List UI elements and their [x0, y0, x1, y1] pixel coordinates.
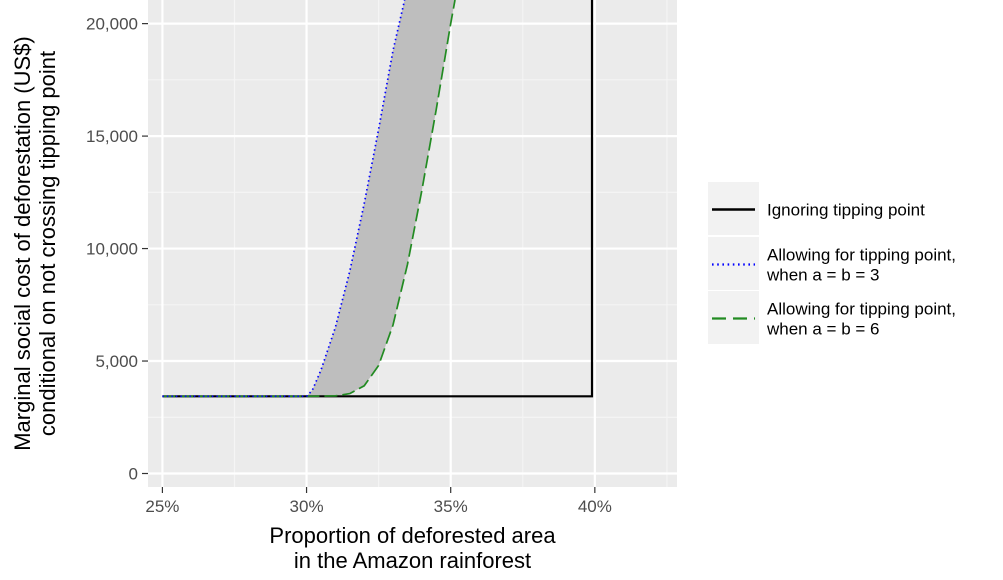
- x-tick-label: 30%: [290, 497, 324, 516]
- x-axis-title-line: Proportion of deforested area: [269, 523, 556, 548]
- y-tick-label: 10,000: [86, 240, 138, 259]
- y-tick-label: 20,000: [86, 15, 138, 34]
- legend-label: Allowing for tipping point, when a = b = …: [766, 246, 956, 285]
- x-tick-label: 25%: [145, 497, 179, 516]
- legend-label-line: Ignoring tipping point: [767, 201, 925, 220]
- y-tick-label: 0: [129, 465, 138, 484]
- grid-major: [148, 0, 677, 487]
- y-tick-label: 15,000: [86, 127, 138, 146]
- legend-label-line: Allowing for tipping point,: [767, 300, 956, 319]
- legend-layer: Ignoring tipping point Allowing for tippi…: [708, 182, 956, 344]
- legend-label: Ignoring tipping point: [767, 201, 925, 220]
- y-axis-title-line: conditional on not crossing tipping poin…: [35, 51, 60, 436]
- series-line-ab3: [162, 0, 406, 398]
- legend-label-line: when a = b = 6: [766, 320, 879, 339]
- legend-label: Allowing for tipping point, when a = b = …: [766, 300, 956, 339]
- y-axis-title: Marginal social cost of deforestation (U…: [10, 36, 60, 451]
- x-tick-label: 35%: [434, 497, 468, 516]
- series-layer: [162, 0, 594, 398]
- ribbon-area: [162, 0, 455, 397]
- axes-layer: 25% 30% 35% 40% 0 5,000 10,000 15,000 20,000 Prop…: [10, 15, 612, 573]
- y-tick-label: 5,000: [95, 352, 138, 371]
- series-line-ignoring: [162, 0, 594, 398]
- x-axis-title-line: in the Amazon rainforest: [294, 548, 531, 573]
- x-tick-label: 40%: [578, 497, 612, 516]
- y-axis-title-line: Marginal social cost of deforestation (U…: [10, 36, 35, 451]
- ribbon-layer: [162, 0, 455, 397]
- legend-label-line: when a = b = 3: [766, 266, 879, 285]
- series-line-ab6: [162, 0, 456, 398]
- legend-label-line: Allowing for tipping point,: [767, 246, 956, 265]
- x-axis-title: Proportion of deforested area in the Amaz…: [269, 523, 556, 573]
